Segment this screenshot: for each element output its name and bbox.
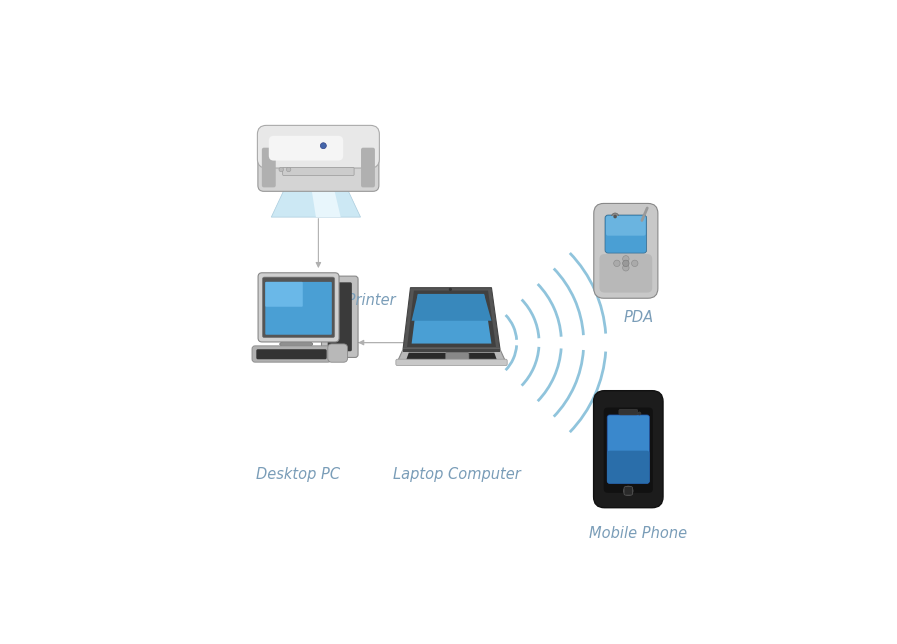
FancyBboxPatch shape bbox=[361, 147, 375, 187]
FancyBboxPatch shape bbox=[266, 282, 303, 307]
Circle shape bbox=[279, 167, 283, 172]
FancyBboxPatch shape bbox=[599, 254, 652, 292]
FancyBboxPatch shape bbox=[262, 147, 275, 187]
FancyBboxPatch shape bbox=[606, 216, 646, 236]
Circle shape bbox=[448, 288, 452, 291]
Text: Desktop PC: Desktop PC bbox=[257, 466, 341, 482]
Circle shape bbox=[320, 143, 327, 149]
Polygon shape bbox=[397, 349, 506, 362]
FancyBboxPatch shape bbox=[396, 359, 507, 366]
Polygon shape bbox=[311, 185, 341, 217]
FancyBboxPatch shape bbox=[321, 276, 358, 357]
Polygon shape bbox=[412, 294, 492, 321]
FancyBboxPatch shape bbox=[605, 215, 647, 253]
FancyBboxPatch shape bbox=[594, 391, 663, 507]
Polygon shape bbox=[271, 185, 361, 217]
Circle shape bbox=[623, 260, 629, 267]
FancyBboxPatch shape bbox=[327, 282, 352, 351]
Text: PDA: PDA bbox=[623, 310, 653, 325]
FancyBboxPatch shape bbox=[263, 277, 335, 337]
FancyBboxPatch shape bbox=[258, 273, 339, 342]
FancyBboxPatch shape bbox=[619, 409, 638, 415]
FancyBboxPatch shape bbox=[607, 451, 649, 484]
Text: Mobile Phone: Mobile Phone bbox=[589, 526, 687, 541]
FancyBboxPatch shape bbox=[257, 126, 379, 168]
Polygon shape bbox=[412, 294, 492, 343]
Circle shape bbox=[612, 213, 619, 220]
Polygon shape bbox=[406, 353, 497, 361]
FancyBboxPatch shape bbox=[269, 136, 344, 160]
Polygon shape bbox=[407, 290, 496, 347]
FancyBboxPatch shape bbox=[257, 349, 327, 359]
Circle shape bbox=[631, 260, 638, 267]
Polygon shape bbox=[403, 288, 500, 349]
Circle shape bbox=[286, 167, 291, 172]
Text: Laptop Computer: Laptop Computer bbox=[394, 466, 521, 482]
FancyBboxPatch shape bbox=[266, 282, 332, 335]
FancyBboxPatch shape bbox=[594, 204, 658, 298]
FancyBboxPatch shape bbox=[607, 415, 649, 484]
FancyBboxPatch shape bbox=[446, 353, 469, 361]
FancyBboxPatch shape bbox=[624, 487, 632, 495]
Text: Inkjet Printer: Inkjet Printer bbox=[300, 293, 396, 308]
Circle shape bbox=[623, 265, 629, 271]
Circle shape bbox=[623, 256, 629, 262]
Circle shape bbox=[614, 260, 620, 267]
FancyBboxPatch shape bbox=[252, 346, 331, 362]
Polygon shape bbox=[403, 349, 500, 352]
Circle shape bbox=[623, 486, 633, 496]
Circle shape bbox=[614, 215, 617, 218]
FancyBboxPatch shape bbox=[258, 144, 379, 191]
Ellipse shape bbox=[280, 340, 313, 348]
FancyBboxPatch shape bbox=[327, 344, 347, 362]
FancyBboxPatch shape bbox=[604, 408, 653, 493]
FancyBboxPatch shape bbox=[283, 167, 354, 175]
Circle shape bbox=[638, 412, 641, 415]
